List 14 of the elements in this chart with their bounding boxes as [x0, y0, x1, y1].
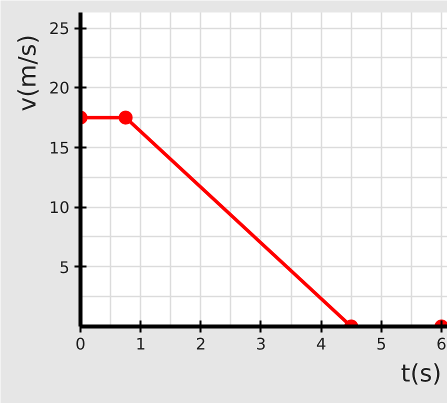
- x-tick-label: 2: [196, 334, 206, 354]
- x-tick-label: 6: [436, 334, 447, 354]
- y-tick-label: 5: [59, 258, 70, 277]
- y-tick-label: 15: [49, 138, 70, 158]
- y-tick-label: 25: [49, 19, 70, 38]
- y-axis-title: v(m/s): [14, 34, 42, 112]
- x-tick-label: 1: [136, 334, 146, 354]
- x-axis-title: t(s): [400, 360, 442, 388]
- x-tick-label: 4: [316, 334, 326, 354]
- x-tick-label: 0: [75, 334, 86, 354]
- y-tick-label: 10: [49, 198, 70, 218]
- x-tick-label: 3: [256, 334, 266, 354]
- x-tick-label: 5: [376, 334, 386, 354]
- y-tick-label: 20: [49, 78, 70, 98]
